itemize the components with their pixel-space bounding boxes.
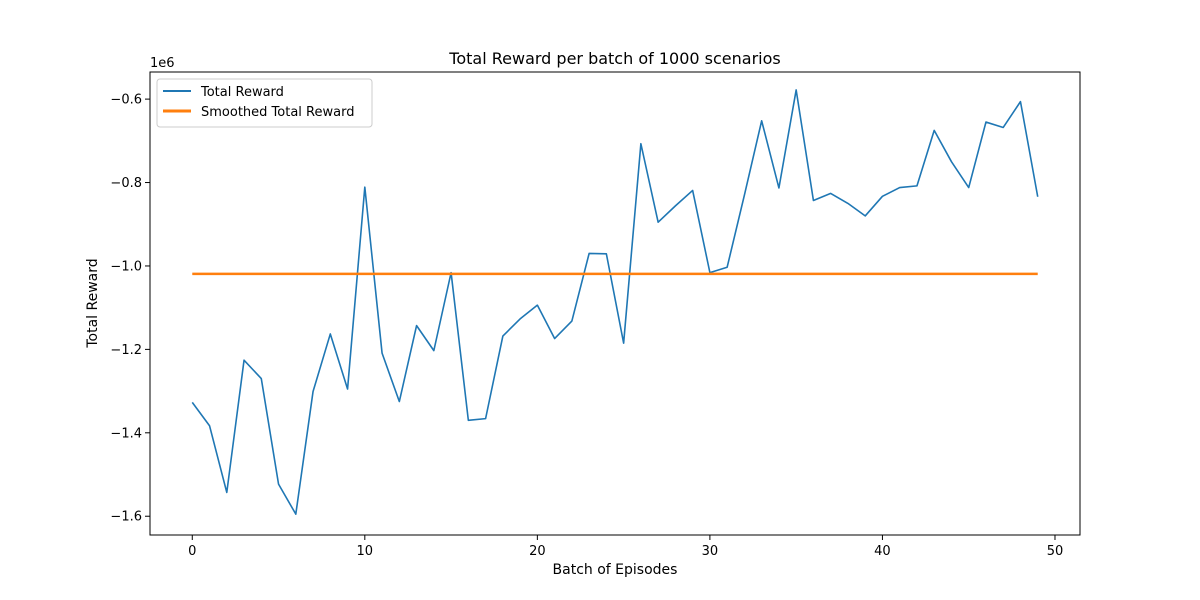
legend-label-smoothed-total-reward: Smoothed Total Reward — [201, 105, 354, 120]
y-tick-label: −1.6 — [110, 510, 142, 525]
legend-label-total-reward: Total Reward — [200, 85, 284, 100]
y-tick-label: −1.4 — [110, 426, 142, 441]
y-tick-label: −1.0 — [110, 259, 142, 274]
series-line-total-reward — [191, 89, 1039, 515]
x-tick-label: 10 — [357, 544, 374, 559]
y-axis-label: Total Reward — [85, 258, 101, 348]
x-tick-label: 20 — [529, 544, 546, 559]
plot-area-frame — [149, 71, 1081, 536]
x-tick-label: 40 — [874, 544, 891, 559]
x-tick-label: 30 — [702, 544, 719, 559]
x-axis-label: Batch of Episodes — [553, 562, 678, 578]
y-axis-ticks: −1.6 −1.4 −1.2 −1.0 −0.8 −0.6 — [110, 93, 150, 525]
legend: Total Reward Smoothed Total Reward — [156, 78, 373, 128]
x-tick-label: 50 — [1047, 544, 1064, 559]
chart-title: Total Reward per batch of 1000 scenarios — [448, 49, 780, 68]
y-offset-text: 1e6 — [150, 56, 175, 71]
y-tick-label: −0.8 — [110, 176, 142, 191]
y-tick-label: −0.6 — [110, 93, 142, 108]
x-tick-label: 0 — [188, 544, 196, 559]
y-tick-label: −1.2 — [110, 343, 142, 358]
legend-box — [156, 78, 373, 128]
x-axis-ticks: 0 10 20 30 40 50 — [188, 535, 1063, 559]
series-layer — [191, 89, 1039, 515]
